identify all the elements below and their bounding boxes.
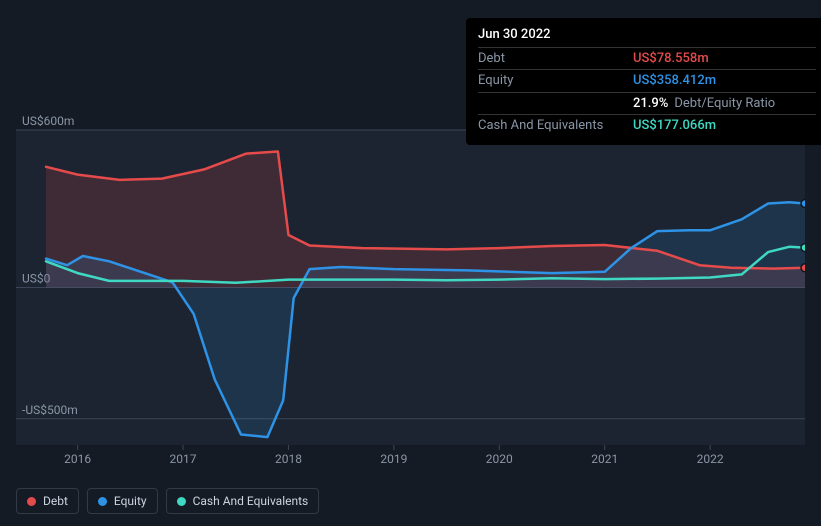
legend-label: Debt <box>43 494 68 508</box>
x-axis-label: 2018 <box>275 452 302 466</box>
legend-item[interactable]: Cash And Equivalents <box>166 488 320 514</box>
tooltip-row-value: US$358.412m <box>633 72 716 90</box>
legend-item[interactable]: Debt <box>16 488 79 514</box>
tooltip-row-value: 21.9%Debt/Equity Ratio <box>633 95 775 113</box>
y-axis-label: -US$500m <box>22 403 78 417</box>
financials-chart[interactable]: US$600mUS$0-US$500m <box>16 115 805 470</box>
legend-dot <box>177 497 186 506</box>
tooltip-row: DebtUS$78.558m <box>478 47 816 70</box>
tooltip-row: EquityUS$358.412m <box>478 69 816 92</box>
tooltip-row-label: Cash And Equivalents <box>478 117 633 135</box>
legend-item[interactable]: Equity <box>87 488 158 514</box>
legend-dot <box>27 497 36 506</box>
tooltip-row-label: Equity <box>478 72 633 90</box>
tooltip-rows: DebtUS$78.558mEquityUS$358.412m21.9%Debt… <box>478 47 816 137</box>
series-end-marker <box>801 244 805 252</box>
series-end-marker <box>801 200 805 208</box>
x-axis-label: 2019 <box>380 452 407 466</box>
tooltip-row-suffix: Debt/Equity Ratio <box>674 96 775 111</box>
tooltip-panel: Jun 30 2022 DebtUS$78.558mEquityUS$358.4… <box>466 18 821 145</box>
tooltip-row-label: Debt <box>478 50 633 68</box>
tooltip-row-label <box>478 95 633 113</box>
x-axis-label: 2021 <box>591 452 618 466</box>
tooltip-row: Cash And EquivalentsUS$177.066m <box>478 114 816 137</box>
tooltip-row-value: US$177.066m <box>633 117 716 135</box>
legend: Debt Equity Cash And Equivalents <box>16 488 319 514</box>
legend-label: Equity <box>114 494 147 508</box>
series-end-marker <box>801 264 805 272</box>
x-axis-label: 2017 <box>170 452 197 466</box>
x-axis-label: 2020 <box>486 452 513 466</box>
legend-dot <box>98 497 107 506</box>
tooltip-row-value: US$78.558m <box>633 50 709 68</box>
y-axis-label: US$600m <box>22 115 74 128</box>
tooltip-date: Jun 30 2022 <box>478 26 816 47</box>
x-axis-label: 2016 <box>64 452 91 466</box>
chart-area: US$600mUS$0-US$500m 2016 2017 2018 2019 2020… <box>16 115 805 495</box>
tooltip-row: 21.9%Debt/Equity Ratio <box>478 92 816 115</box>
x-axis-label: 2022 <box>697 452 724 466</box>
legend-label: Cash And Equivalents <box>193 494 309 508</box>
